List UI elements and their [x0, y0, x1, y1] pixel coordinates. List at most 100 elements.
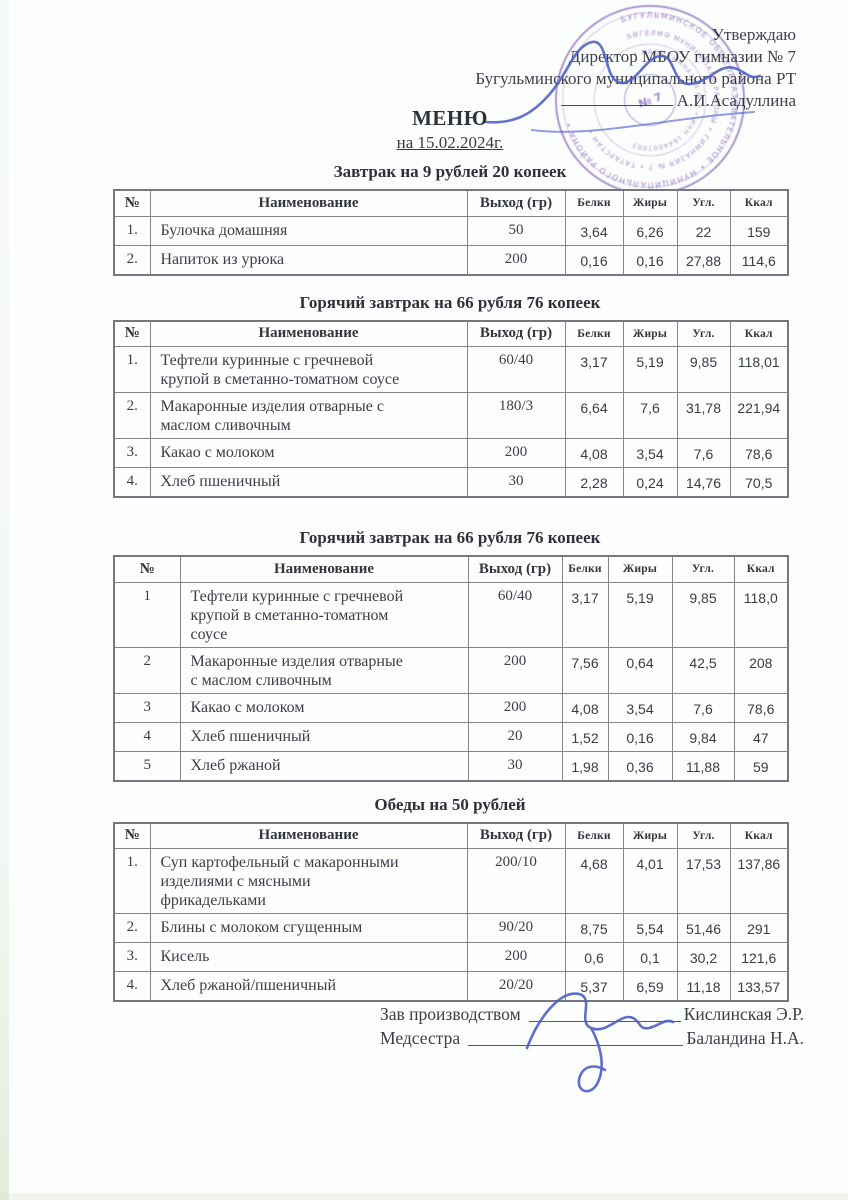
menu-row: 4. Хлеб ржаной/пшеничный 20/20 5,37 6,59 11,1… — [113, 971, 789, 1002]
page-title: МЕНЮ — [412, 106, 488, 130]
col-header-portion: Выход (гр) — [466, 822, 566, 849]
col-header-name: Наименование — [179, 555, 469, 583]
menu-row: 3 Какао с молоком 200 4,08 3,54 7,6 78,6 — [113, 692, 789, 723]
kcal-cell: 208 — [733, 646, 789, 694]
menu-row: 4 Хлеб пшеничный 20 1,52 0,16 9,84 47 — [113, 721, 789, 752]
row-number-cell: 2. — [113, 392, 151, 439]
fat-cell: 5,19 — [622, 346, 678, 393]
kcal-cell: 114,6 — [729, 244, 789, 275]
col-header-name: Наименование — [149, 822, 468, 849]
signature-row: Зав производством Кислинская Э.Р. — [380, 1004, 804, 1025]
dish-name-cell: Макаронные изделия отварные с маслом сли… — [149, 392, 468, 439]
signature-person-name: Баландина Н.А. — [686, 1028, 804, 1048]
carbs-cell: 7,6 — [671, 692, 735, 723]
menu-row: 2. Макаронные изделия отварные с маслом с… — [113, 392, 789, 439]
fat-cell: 5,54 — [622, 913, 678, 943]
section-title: Завтрак на 9 рублей 20 копеек — [333, 162, 567, 181]
menu-date: на 15.02.2024г. — [396, 133, 504, 152]
col-header-number: № — [113, 189, 151, 217]
row-number-cell: 4. — [113, 971, 151, 1002]
director-handwritten-signature — [484, 40, 762, 133]
kcal-cell: 133,57 — [729, 971, 789, 1002]
table-header-row: № Наименование Выход (гр) Белки Жиры Угл. Ккал — [113, 822, 789, 849]
col-header-number: № — [113, 822, 151, 849]
kcal-cell: 118,01 — [729, 346, 789, 393]
kcal-cell: 59 — [733, 750, 789, 781]
col-header-kcal: Ккал — [733, 555, 789, 583]
portion-weight-cell: 90/20 — [466, 913, 566, 943]
fat-cell: 3,54 — [607, 692, 673, 723]
portion-weight-cell: 200 — [466, 244, 566, 275]
col-header-name: Наименование — [149, 320, 468, 347]
row-number-cell: 3. — [113, 438, 151, 468]
protein-cell: 6,64 — [564, 392, 624, 439]
official-round-stamp: БУГУЛЬМИНСКОЕ ОБЩЕОБРАЗОВАТЕЛЬНОЕ • МУНИ… — [552, 2, 748, 198]
signature-row: Медсестра Баландина Н.А. — [380, 1028, 804, 1049]
col-header-protein: Белки — [564, 822, 624, 849]
document-body: МЕНЮ на 15.02.2024г. Завтрак на 9 рублей… — [113, 106, 789, 1002]
fat-cell: 5,19 — [607, 581, 673, 648]
approval-line: Директор МБОУ гимназии № 7 — [568, 47, 796, 66]
dish-name-cell: Хлеб пшеничный — [179, 721, 469, 752]
protein-cell: 4,08 — [564, 438, 624, 468]
fat-cell: 0,24 — [622, 467, 678, 498]
approval-signer-name: А.И.Асадуллина — [676, 91, 796, 110]
carbs-cell: 14,76 — [676, 467, 731, 498]
col-header-fat: Жиры — [622, 320, 678, 347]
carbs-cell: 11,88 — [671, 750, 735, 781]
portion-weight-cell: 50 — [466, 215, 566, 246]
col-header-kcal: Ккал — [729, 189, 789, 217]
protein-cell: 2,28 — [564, 467, 624, 498]
section-title: Горячий завтрак на 66 рубля 76 копеек — [299, 292, 601, 312]
fat-cell: 0,16 — [607, 721, 673, 752]
menu-row: 1. Тефтели куринные с гречневой крупой в … — [113, 346, 789, 393]
dish-name-cell: Хлеб ржаной/пшеничный — [149, 971, 468, 1002]
carbs-cell: 17,53 — [676, 848, 731, 914]
portion-weight-cell: 200 — [466, 438, 566, 468]
carbs-cell: 9,85 — [671, 581, 735, 648]
col-header-portion: Выход (гр) — [467, 555, 563, 583]
approval-line: Утверждаю — [711, 25, 796, 44]
carbs-cell: 11,18 — [676, 971, 731, 1002]
protein-cell: 7,56 — [561, 646, 609, 694]
protein-cell: 3,64 — [564, 215, 624, 246]
col-header-protein: Белки — [561, 555, 609, 583]
row-number-cell: 1. — [113, 346, 151, 393]
dish-name-cell: Суп картофельный с макаронными изделиями… — [149, 848, 468, 914]
col-header-fat: Жиры — [622, 822, 678, 849]
kcal-cell: 121,6 — [729, 942, 789, 972]
menu-row: 2. Блины с молоком сгущенным 90/20 8,75 5,54… — [113, 913, 789, 943]
menu-table: № Наименование Выход (гр) Белки Жиры Угл. Ккал… — [113, 821, 789, 1002]
dish-name-cell: Тефтели куринные с гречневой крупой в см… — [179, 581, 469, 648]
dish-name-cell: Блины с молоком сгущенным — [149, 913, 468, 943]
menu-row: 1. Суп картофельный с макаронными изделия… — [113, 848, 789, 914]
table-header-row: № Наименование Выход (гр) Белки Жиры Угл. Ккал — [113, 555, 789, 583]
fat-cell: 4,01 — [622, 848, 678, 914]
col-header-portion: Выход (гр) — [466, 189, 566, 217]
fat-cell: 0,64 — [607, 646, 673, 694]
portion-weight-cell: 20 — [467, 721, 563, 752]
dish-name-cell: Хлеб пшеничный — [149, 467, 468, 498]
dish-name-cell: Напиток из урюка — [149, 244, 468, 275]
row-number-cell: 5 — [113, 750, 181, 781]
fat-cell: 6,59 — [622, 971, 678, 1002]
menu-row: 1 Тефтели куринные с гречневой крупой в с… — [113, 581, 789, 648]
signature-line — [468, 1045, 684, 1046]
kcal-cell: 291 — [729, 913, 789, 943]
fat-cell: 0,1 — [622, 942, 678, 972]
kcal-cell: 137,86 — [729, 848, 789, 914]
col-header-carbs: Угл. — [676, 822, 731, 849]
menu-table: № Наименование Выход (гр) Белки Жиры Угл. Ккал… — [113, 555, 789, 782]
col-header-protein: Белки — [564, 320, 624, 347]
menu-section: Завтрак на 9 рублей 20 копеек № Наименован… — [113, 162, 789, 276]
col-header-protein: Белки — [564, 189, 624, 217]
portion-weight-cell: 60/40 — [466, 346, 566, 393]
menu-section: Горячий завтрак на 66 рубля 76 копеек № На… — [113, 528, 789, 782]
protein-cell: 4,68 — [564, 848, 624, 914]
col-header-carbs: Угл. — [671, 555, 735, 583]
fat-cell: 0,36 — [607, 750, 673, 781]
kcal-cell: 47 — [733, 721, 789, 752]
protein-cell: 4,08 — [561, 692, 609, 723]
col-header-carbs: Угл. — [676, 320, 731, 347]
fat-cell: 0,16 — [622, 244, 678, 275]
